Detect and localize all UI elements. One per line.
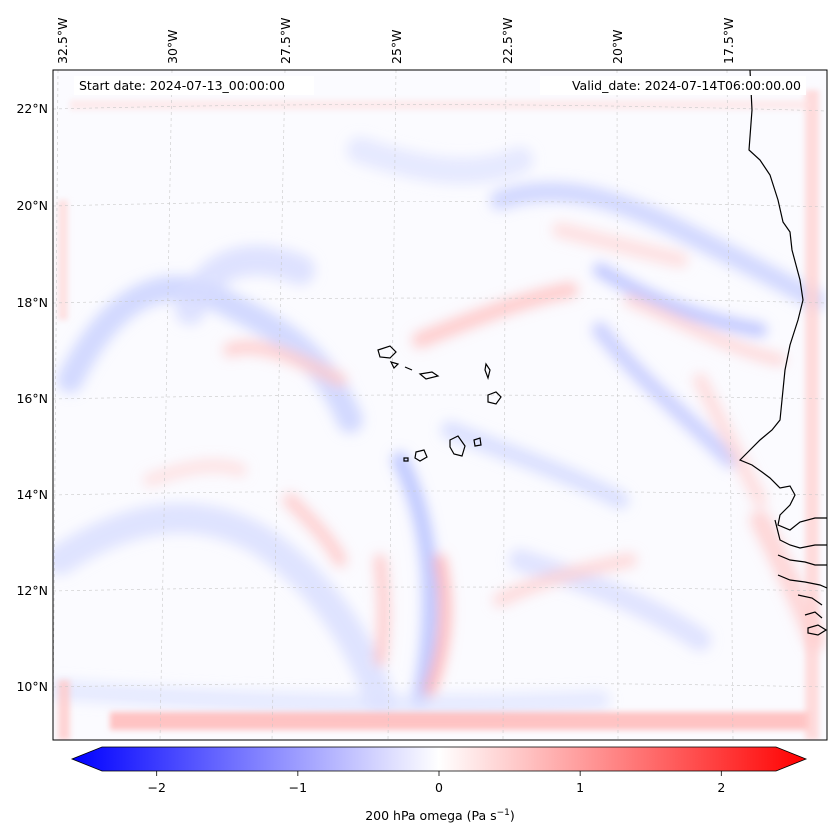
valid-date-label: Valid_date: 2024-07-14T06:00:00.00	[572, 78, 801, 93]
lat-label: 14°N	[16, 487, 48, 502]
colorbar: −2 −1 0 1 2 200 hPa omega (Pa s−1)	[70, 746, 808, 823]
cape-verde-islands	[377, 345, 397, 359]
lon-label: 25°W	[389, 29, 404, 64]
colorbar-tick-label: 2	[717, 780, 725, 795]
start-date-label: Start date: 2024-07-13_00:00:00	[79, 78, 285, 93]
start-date-box	[74, 76, 314, 95]
lon-label: 17.5°W	[721, 18, 736, 64]
colorbar-ticks: −2 −1 0 1 2	[147, 771, 725, 795]
lon-label: 20°W	[610, 29, 625, 64]
valid-date-box	[540, 76, 806, 95]
colorbar-label: 200 hPa omega (Pa s−1)	[365, 808, 515, 823]
lon-label: 27.5°W	[278, 18, 293, 64]
colorbar-bar	[70, 746, 808, 772]
lat-label: 20°N	[16, 198, 48, 213]
lon-label: 32.5°W	[55, 18, 70, 64]
lon-label: 30°W	[165, 29, 180, 64]
longitude-labels: 32.5°W 30°W 27.5°W 25°W 22.5°W 20°W 17.5…	[55, 18, 736, 64]
colorbar-tick-label: 1	[576, 780, 584, 795]
latitude-labels: 22°N 20°N 18°N 16°N 14°N 12°N 10°N	[16, 101, 48, 694]
lat-label: 10°N	[16, 679, 48, 694]
africa-coastline	[738, 70, 827, 531]
colorbar-tick-label: −1	[289, 780, 307, 795]
map-frame	[52, 69, 828, 741]
lat-label: 22°N	[16, 101, 48, 116]
colorbar-tick-label: 0	[435, 780, 443, 795]
lon-label: 22.5°W	[500, 18, 515, 64]
lat-label: 16°N	[16, 391, 48, 406]
colorbar-tick-label: −2	[147, 780, 165, 795]
lat-label: 12°N	[16, 583, 48, 598]
lat-label: 18°N	[16, 295, 48, 310]
coastlines	[377, 70, 827, 636]
gridlines	[53, 70, 827, 740]
boundary-bands	[58, 90, 819, 740]
map-panel	[53, 70, 827, 740]
